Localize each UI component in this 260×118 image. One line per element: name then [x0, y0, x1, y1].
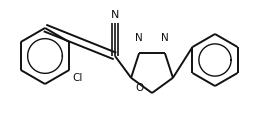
Text: N: N	[111, 10, 119, 20]
Text: N: N	[161, 33, 169, 43]
Text: N: N	[135, 33, 143, 43]
Text: Cl: Cl	[72, 73, 83, 83]
Text: O: O	[136, 83, 144, 93]
